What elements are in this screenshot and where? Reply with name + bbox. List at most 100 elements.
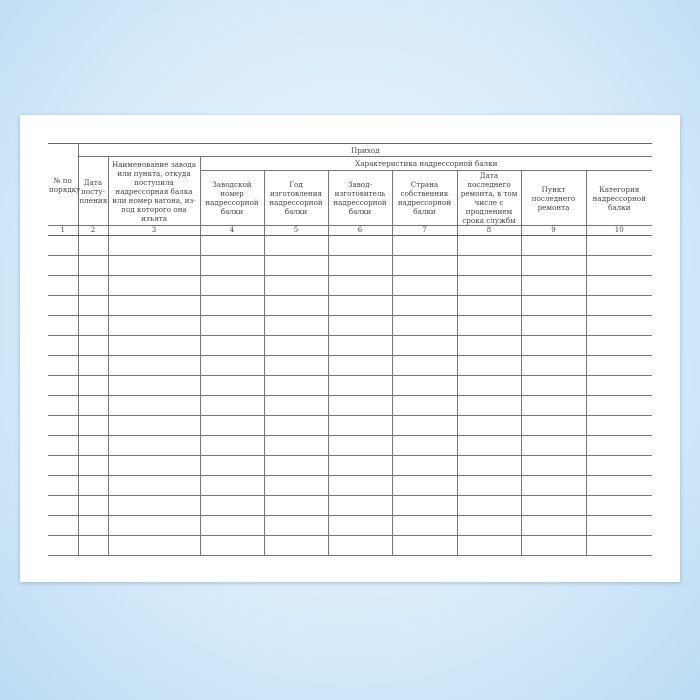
table-cell[interactable]	[199, 295, 265, 316]
table-cell[interactable]	[391, 255, 458, 276]
table-cell[interactable]	[199, 335, 265, 356]
table-cell[interactable]	[77, 255, 109, 276]
table-cell[interactable]	[585, 515, 653, 536]
table-cell[interactable]	[327, 435, 393, 456]
table-cell[interactable]	[585, 435, 653, 456]
table-cell[interactable]	[107, 415, 201, 436]
table-cell[interactable]	[263, 255, 329, 276]
table-cell[interactable]	[263, 455, 329, 476]
table-cell[interactable]	[107, 515, 201, 536]
table-cell[interactable]	[48, 495, 79, 516]
table-cell[interactable]	[77, 355, 109, 376]
table-cell[interactable]	[107, 495, 201, 516]
table-cell[interactable]	[48, 455, 79, 476]
table-cell[interactable]	[585, 335, 653, 356]
table-cell[interactable]	[107, 235, 201, 256]
table-cell[interactable]	[77, 235, 109, 256]
table-cell[interactable]	[327, 475, 393, 496]
table-cell[interactable]	[520, 375, 587, 396]
table-cell[interactable]	[263, 515, 329, 536]
table-cell[interactable]	[48, 335, 79, 356]
table-cell[interactable]	[456, 435, 522, 456]
table-cell[interactable]	[77, 475, 109, 496]
table-cell[interactable]	[456, 335, 522, 356]
table-cell[interactable]	[107, 295, 201, 316]
table-cell[interactable]	[520, 395, 587, 416]
table-cell[interactable]	[263, 495, 329, 516]
table-cell[interactable]	[391, 475, 458, 496]
table-cell[interactable]	[391, 515, 458, 536]
table-cell[interactable]	[585, 535, 653, 556]
table-cell[interactable]	[456, 375, 522, 396]
table-cell[interactable]	[391, 435, 458, 456]
table-cell[interactable]	[263, 395, 329, 416]
table-cell[interactable]	[520, 515, 587, 536]
table-cell[interactable]	[391, 535, 458, 556]
table-cell[interactable]	[456, 495, 522, 516]
table-cell[interactable]	[199, 395, 265, 416]
table-cell[interactable]	[391, 315, 458, 336]
table-cell[interactable]	[327, 415, 393, 436]
table-cell[interactable]	[585, 275, 653, 296]
table-cell[interactable]	[520, 475, 587, 496]
table-cell[interactable]	[48, 275, 79, 296]
table-cell[interactable]	[199, 315, 265, 336]
table-cell[interactable]	[585, 235, 653, 256]
table-cell[interactable]	[107, 535, 201, 556]
table-cell[interactable]	[77, 335, 109, 356]
table-cell[interactable]	[199, 235, 265, 256]
table-cell[interactable]	[199, 255, 265, 276]
table-cell[interactable]	[520, 275, 587, 296]
table-cell[interactable]	[456, 455, 522, 476]
table-cell[interactable]	[107, 395, 201, 416]
table-cell[interactable]	[48, 475, 79, 496]
table-cell[interactable]	[107, 335, 201, 356]
table-cell[interactable]	[391, 355, 458, 376]
table-cell[interactable]	[107, 455, 201, 476]
table-cell[interactable]	[107, 375, 201, 396]
table-cell[interactable]	[199, 275, 265, 296]
table-cell[interactable]	[199, 475, 265, 496]
table-cell[interactable]	[391, 395, 458, 416]
table-cell[interactable]	[520, 255, 587, 276]
table-cell[interactable]	[327, 455, 393, 476]
table-cell[interactable]	[107, 475, 201, 496]
table-cell[interactable]	[77, 315, 109, 336]
table-cell[interactable]	[199, 455, 265, 476]
table-cell[interactable]	[456, 475, 522, 496]
table-cell[interactable]	[391, 495, 458, 516]
table-cell[interactable]	[327, 275, 393, 296]
table-cell[interactable]	[391, 235, 458, 256]
table-cell[interactable]	[199, 375, 265, 396]
table-cell[interactable]	[391, 415, 458, 436]
table-cell[interactable]	[391, 375, 458, 396]
table-cell[interactable]	[107, 355, 201, 376]
table-cell[interactable]	[585, 415, 653, 436]
table-cell[interactable]	[263, 355, 329, 376]
table-cell[interactable]	[48, 395, 79, 416]
table-cell[interactable]	[263, 295, 329, 316]
table-cell[interactable]	[585, 255, 653, 276]
table-cell[interactable]	[199, 435, 265, 456]
table-cell[interactable]	[48, 355, 79, 376]
table-cell[interactable]	[199, 495, 265, 516]
table-cell[interactable]	[585, 455, 653, 476]
table-cell[interactable]	[48, 435, 79, 456]
table-cell[interactable]	[520, 315, 587, 336]
table-cell[interactable]	[327, 255, 393, 276]
table-cell[interactable]	[391, 335, 458, 356]
table-cell[interactable]	[199, 515, 265, 536]
table-cell[interactable]	[77, 435, 109, 456]
table-cell[interactable]	[520, 535, 587, 556]
table-cell[interactable]	[77, 495, 109, 516]
table-cell[interactable]	[48, 295, 79, 316]
table-cell[interactable]	[77, 515, 109, 536]
table-cell[interactable]	[456, 515, 522, 536]
table-cell[interactable]	[456, 275, 522, 296]
table-cell[interactable]	[520, 295, 587, 316]
table-cell[interactable]	[391, 275, 458, 296]
table-cell[interactable]	[263, 315, 329, 336]
table-cell[interactable]	[585, 495, 653, 516]
table-cell[interactable]	[77, 415, 109, 436]
table-cell[interactable]	[263, 235, 329, 256]
